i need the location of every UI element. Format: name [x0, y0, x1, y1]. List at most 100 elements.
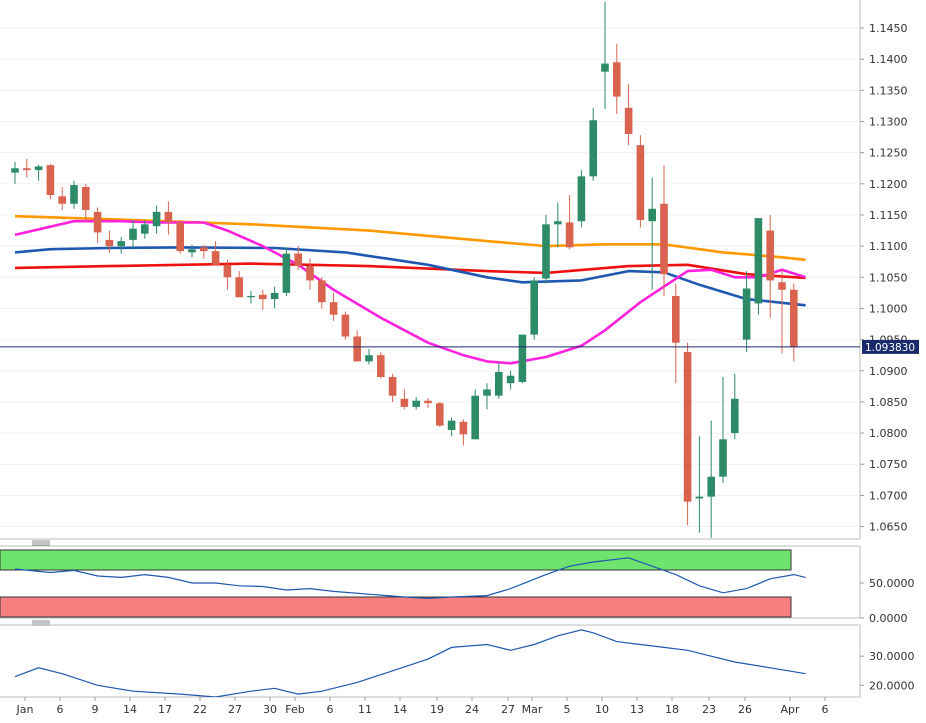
adx-y-axis: 30.0000 20.0000: [860, 650, 915, 692]
candle-body: [176, 222, 184, 252]
y-tick-label: 1.1100: [869, 240, 908, 253]
candle-body: [341, 314, 350, 337]
candle: [58, 186, 66, 210]
candle-body: [436, 403, 444, 426]
candle: [447, 417, 456, 437]
candle: [518, 334, 527, 384]
candle: [353, 330, 361, 362]
candle-body: [577, 176, 586, 222]
candle-body: [294, 253, 302, 267]
y-tick-label: 1.0700: [869, 489, 908, 502]
x-tick-label: Mar: [522, 703, 543, 716]
candle: [82, 183, 90, 222]
candle-body: [58, 196, 66, 204]
x-tick-label: 30: [263, 703, 277, 716]
candle: [471, 389, 479, 440]
candle-body: [223, 264, 232, 278]
adx-drag-handle[interactable]: [32, 620, 50, 626]
candle-body: [129, 228, 137, 240]
candle-body: [377, 355, 385, 377]
y-tick-label: 1.1050: [869, 271, 908, 284]
candle-body: [259, 294, 267, 300]
x-tick-label: 27: [228, 703, 242, 716]
candle: [436, 401, 444, 427]
candle-body: [82, 186, 90, 210]
candle-body: [400, 398, 409, 407]
candle-body: [483, 389, 491, 396]
candle-body: [530, 280, 538, 335]
main-panel: 1.1450 1.1400 1.1350 1.1300 1.1250 1.1200 1.11…: [0, 0, 919, 540]
candle: [152, 205, 161, 234]
candle: [412, 396, 420, 410]
candle: [93, 207, 102, 244]
candle: [377, 352, 385, 379]
candle: [624, 84, 633, 146]
candle-body: [164, 211, 173, 223]
x-tick-label: Jan: [16, 703, 34, 716]
x-tick-label: 18: [665, 703, 679, 716]
candle: [530, 277, 538, 340]
rsi-panel: 50.0000 0.0000: [0, 540, 915, 625]
candle: [306, 258, 314, 290]
y-tick-label: 20.0000: [869, 679, 915, 692]
adx-panel: 30.0000 20.0000: [0, 620, 915, 698]
candle-body: [235, 277, 243, 298]
candle: [188, 244, 196, 258]
candle: [129, 219, 137, 250]
candle: [731, 373, 739, 440]
candle-body: [766, 230, 774, 281]
candle: [11, 162, 19, 184]
candle-body: [707, 476, 715, 497]
candle-body: [141, 224, 149, 234]
current-price-tag: 1.093830: [862, 339, 919, 354]
y-tick-label: 1.1300: [869, 116, 908, 129]
candle: [400, 389, 409, 410]
candle: [294, 246, 302, 270]
candle-body: [601, 63, 609, 72]
candle-body: [353, 336, 361, 362]
current-price-label: 1.093830: [865, 342, 915, 354]
candle-body: [447, 420, 456, 430]
x-axis: Jan 6 9 14 17 22 27 30 Feb 6 11 14 19 24 27 Mar 5 10 13 18 2…: [16, 697, 829, 716]
y-tick-label: 1.1000: [869, 302, 908, 315]
candle-body: [46, 165, 55, 196]
y-tick-label: 1.1150: [869, 209, 908, 222]
candle: [282, 247, 291, 296]
candle-body: [495, 372, 503, 396]
candle-body: [188, 249, 196, 253]
candle: [388, 373, 397, 402]
x-tick-label: 17: [158, 703, 172, 716]
candle-body: [388, 376, 397, 396]
candle: [601, 1, 609, 110]
candle: [34, 165, 43, 181]
x-tick-label: 24: [465, 703, 479, 716]
rsi-line: [14, 557, 806, 600]
candle: [636, 135, 645, 228]
candle: [424, 398, 432, 409]
x-tick-label: 27: [501, 703, 515, 716]
rsi-drag-handle[interactable]: [32, 540, 50, 546]
y-tick-label: 1.1400: [869, 53, 908, 66]
candle-body: [672, 295, 680, 343]
x-tick-label: 6: [57, 703, 64, 716]
y-tick-label: 1.0650: [869, 521, 908, 534]
candle: [495, 363, 503, 399]
candle-body: [565, 222, 574, 248]
moving-average-2: [14, 262, 806, 280]
candle-body: [211, 251, 220, 265]
rsi-oversold-zone: [0, 596, 792, 618]
y-tick-label: 50.0000: [869, 577, 915, 590]
x-tick-label: 6: [327, 703, 334, 716]
candle-body: [742, 288, 751, 340]
candle: [766, 214, 774, 318]
candle-body: [778, 282, 786, 290]
candle-body: [247, 295, 255, 298]
candle: [790, 283, 798, 362]
candle: [23, 158, 31, 178]
candle: [648, 177, 656, 290]
candle-body: [11, 168, 19, 173]
candle: [211, 241, 220, 265]
candle-body: [683, 352, 692, 502]
candle: [105, 230, 114, 253]
candle: [235, 271, 243, 298]
